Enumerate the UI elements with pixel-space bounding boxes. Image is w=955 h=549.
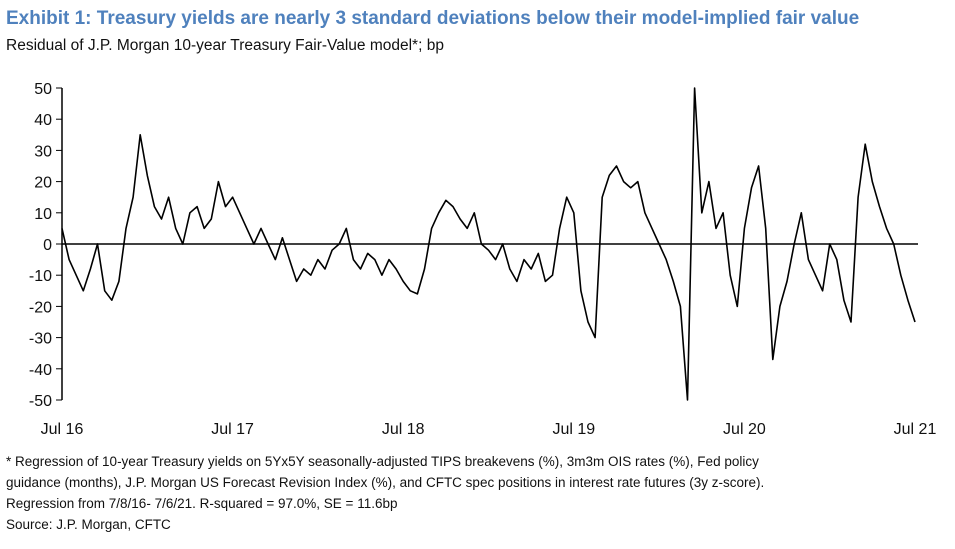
- footnote: guidance (months), J.P. Morgan US Foreca…: [6, 475, 764, 490]
- y-tick-label: 30: [34, 143, 52, 160]
- footnote: Regression from 7/8/16- 7/6/21. R-square…: [6, 496, 397, 511]
- y-tick-label: -40: [29, 362, 52, 379]
- x-tick-label: Jul 19: [552, 421, 595, 438]
- y-tick-label: 0: [43, 237, 52, 254]
- x-tick-label: Jul 20: [723, 421, 766, 438]
- x-tick-label: Jul 16: [41, 421, 84, 438]
- y-tick-label: -30: [29, 331, 52, 348]
- chart-subtitle: Residual of J.P. Morgan 10-year Treasury…: [6, 37, 444, 54]
- y-tick-label: -50: [29, 393, 52, 410]
- data-line: [61, 87, 916, 401]
- x-tick-label: Jul 17: [211, 421, 254, 438]
- y-tick-label: 10: [34, 206, 52, 223]
- footnote: Source: J.P. Morgan, CFTC: [6, 517, 171, 532]
- x-tick-label: Jul 18: [382, 421, 425, 438]
- y-tick-label: -20: [29, 299, 52, 316]
- y-tick-label: -10: [29, 268, 52, 285]
- chart-title: Exhibit 1: Treasury yields are nearly 3 …: [6, 8, 859, 29]
- x-tick-label: Jul 21: [894, 421, 937, 438]
- y-tick-label: 20: [34, 175, 52, 192]
- footnote: * Regression of 10-year Treasury yields …: [6, 454, 759, 469]
- y-tick-label: 40: [34, 112, 52, 129]
- y-tick-label: 50: [34, 81, 52, 98]
